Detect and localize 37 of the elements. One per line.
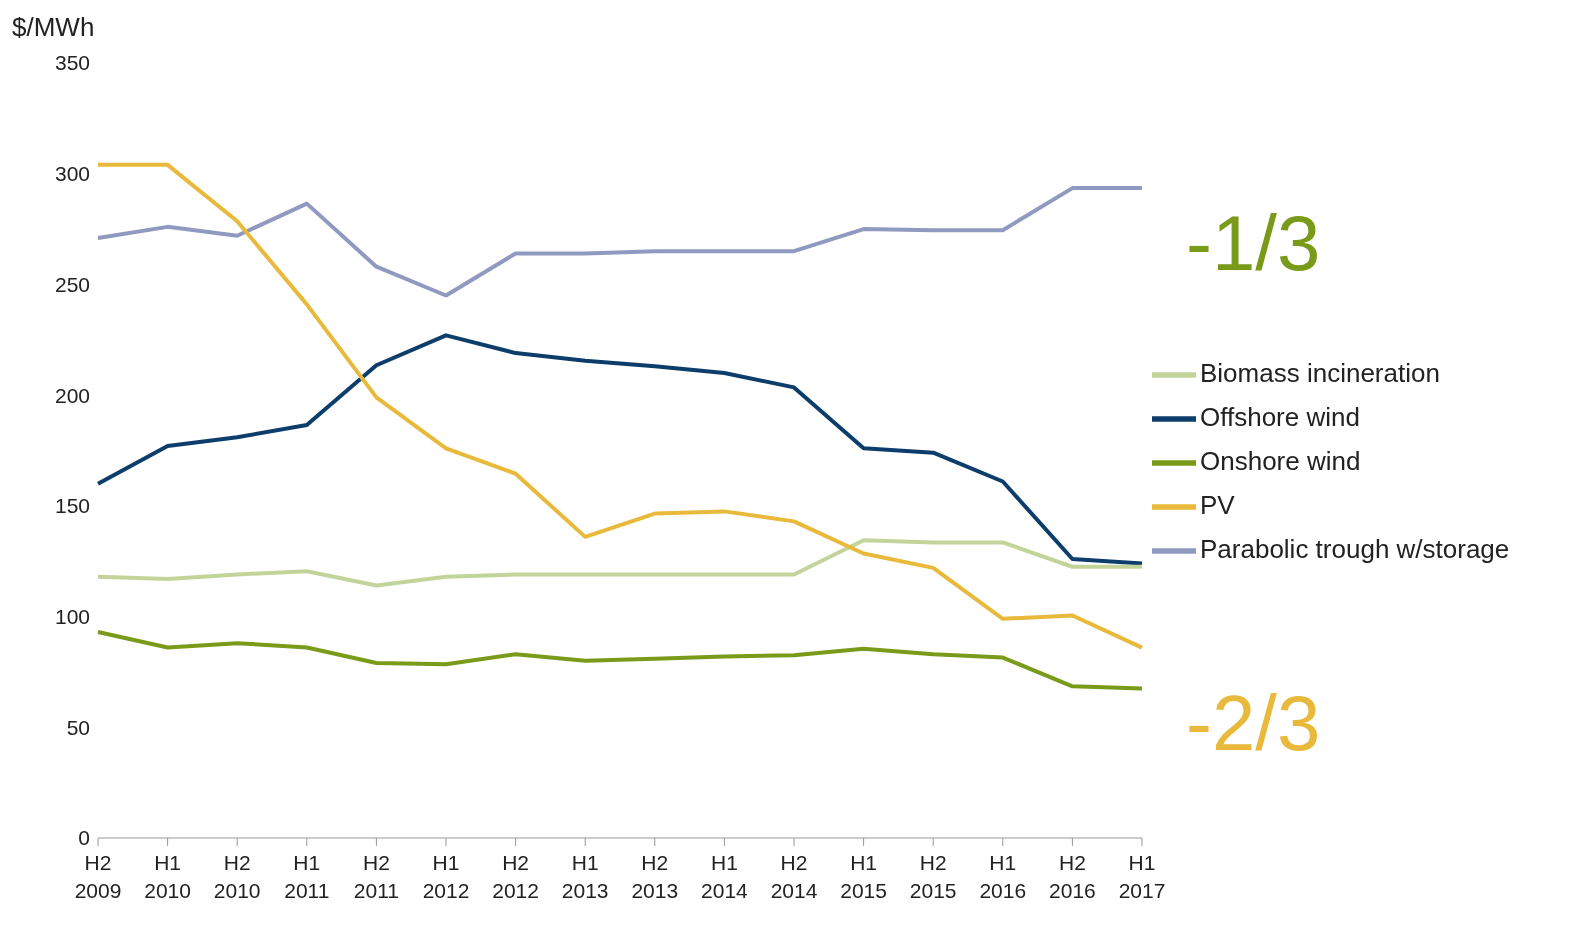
x-tick-label: H2 2012 <box>492 851 539 902</box>
line-series <box>96 333 1144 566</box>
x-tick-label: H2 2015 <box>909 851 957 902</box>
x-tick-label: H1 2011 <box>284 851 330 902</box>
legend-label: Onshore wind <box>1200 445 1361 476</box>
y-tick-label: 150 <box>54 494 90 518</box>
x-tick-label: H2 2011 <box>353 851 399 902</box>
x-tick-label: H1 2017 <box>1118 851 1166 902</box>
x-tick-label: H1 2014 <box>701 851 749 902</box>
y-tick-label: 50 <box>66 715 90 739</box>
x-tick-label: H1 2013 <box>561 851 609 902</box>
line-series <box>96 630 1144 691</box>
x-tick-label: H2 2009 <box>74 851 122 902</box>
x-tick-label: H1 2010 <box>144 851 191 902</box>
y-tick-label: 100 <box>54 605 90 629</box>
text: -2/3 <box>1186 678 1321 769</box>
x-tick-label: H2 2010 <box>213 851 261 902</box>
y-tick-label: 0 <box>78 826 90 850</box>
y-tick-label: 250 <box>54 272 90 296</box>
legend-label: Offshore wind <box>1200 401 1360 432</box>
legend-label: Parabolic trough w/storage <box>1200 534 1510 565</box>
x-tick-label: H2 2016 <box>1049 851 1096 902</box>
y-tick-label: 300 <box>54 162 90 186</box>
line-series <box>96 162 1144 650</box>
x-tick-label: H1 2016 <box>979 851 1027 902</box>
text: -1/3 <box>1186 198 1321 289</box>
legend-label: Biomass incineration <box>1200 357 1440 388</box>
line-series <box>96 538 1144 588</box>
x-tick-label: H1 2015 <box>840 851 887 902</box>
x-tick-label: H2 2013 <box>631 851 679 902</box>
legend-label: PV <box>1200 490 1235 521</box>
y-axis-title: $/MWh <box>12 12 95 43</box>
line-series <box>96 186 1144 298</box>
y-tick-label: 200 <box>54 383 90 407</box>
x-tick-label: H2 2014 <box>770 851 818 902</box>
x-tick-label: H1 2012 <box>422 851 470 902</box>
y-tick-label: 350 <box>54 51 90 75</box>
